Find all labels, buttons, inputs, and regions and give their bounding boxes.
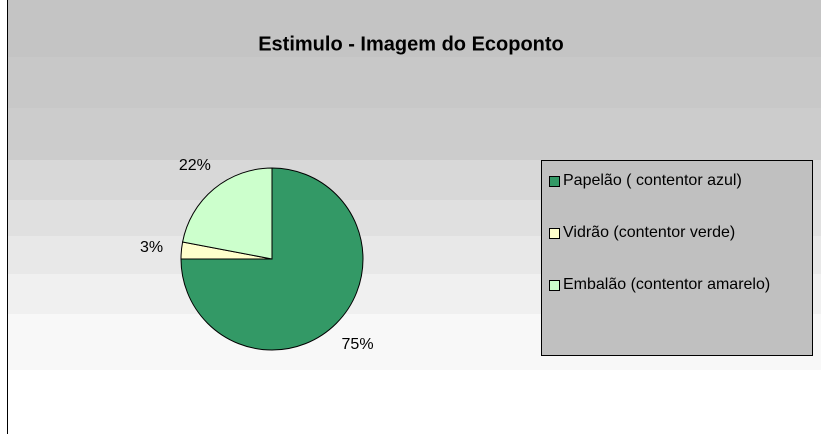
legend-label: Embalão (contentor amarelo) (563, 276, 771, 293)
legend-swatch (549, 228, 560, 239)
data-label: 3% (140, 239, 163, 256)
legend-label: Papelão ( contentor azul) (563, 172, 742, 189)
data-label: 75% (342, 336, 374, 353)
band (7, 108, 821, 160)
legend-label: Vidrão (contentor verde) (563, 224, 736, 241)
legend-swatch (549, 280, 560, 291)
legend: Papelão ( contentor azul) Vidrão (content… (541, 160, 813, 356)
pie-slice (182, 167, 273, 260)
legend-entry: Papelão ( contentor azul) (546, 171, 808, 191)
band (7, 57, 821, 108)
data-label: 22% (179, 157, 211, 174)
legend-entry: Vidrão (contentor verde) (546, 223, 808, 243)
legend-swatch (549, 176, 560, 187)
chart-title: Estimulo - Imagem do Ecoponto (258, 33, 564, 55)
legend-entry: Embalão (contentor amarelo) (546, 275, 808, 295)
band (7, 0, 821, 57)
